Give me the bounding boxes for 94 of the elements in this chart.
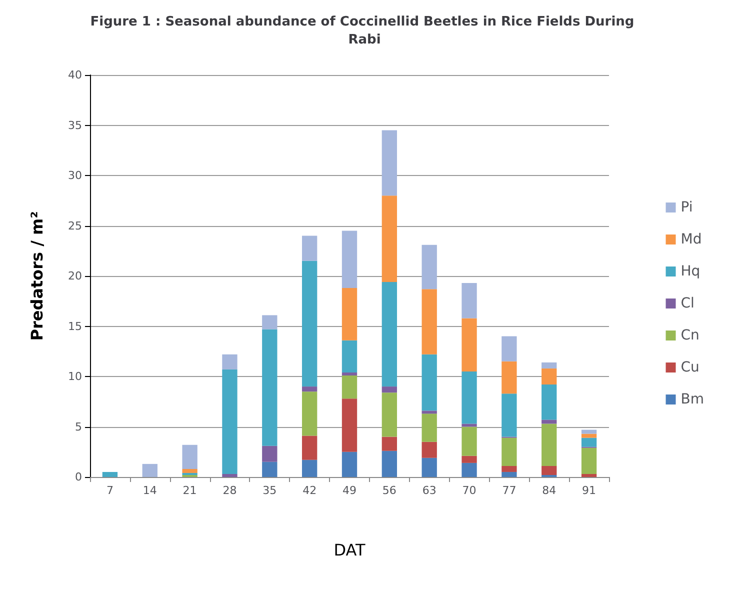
bar bbox=[462, 283, 477, 318]
legend-label: Pi bbox=[680, 200, 693, 216]
y-tick-label: 40 bbox=[68, 68, 82, 82]
x-tick-label: 14 bbox=[142, 484, 157, 497]
bar bbox=[262, 462, 278, 477]
bar bbox=[542, 384, 557, 420]
bar bbox=[342, 230, 358, 288]
bar bbox=[542, 362, 557, 368]
bar bbox=[502, 466, 517, 472]
x-tick-label: 84 bbox=[542, 484, 556, 497]
bar bbox=[262, 315, 278, 330]
legend-label: Cl bbox=[680, 296, 694, 312]
bar bbox=[422, 354, 437, 411]
x-tick-label: 56 bbox=[382, 484, 396, 497]
bar bbox=[502, 438, 517, 466]
bar bbox=[222, 354, 238, 370]
bar bbox=[542, 466, 557, 475]
bar bbox=[462, 424, 477, 427]
bar bbox=[542, 420, 557, 424]
bar bbox=[302, 436, 318, 460]
legend-label: Bm bbox=[680, 392, 704, 408]
bar bbox=[422, 458, 437, 477]
y-tick-label: 0 bbox=[75, 470, 82, 484]
chart-title: Figure 1 : Seasonal abundance of Coccinellid Beetles in Rice Fields During Rabi bbox=[90, 14, 639, 48]
y-tick-label: 10 bbox=[68, 370, 82, 383]
y-tick-label: 30 bbox=[68, 169, 82, 182]
x-tick-label: 63 bbox=[422, 484, 436, 497]
bar bbox=[422, 289, 437, 354]
bar bbox=[382, 130, 398, 196]
bar bbox=[502, 472, 517, 477]
bar bbox=[462, 426, 477, 456]
x-tick-label: 28 bbox=[222, 484, 237, 497]
bar bbox=[342, 398, 358, 452]
bar bbox=[222, 369, 238, 474]
bar bbox=[102, 472, 118, 477]
legend-label: Md bbox=[680, 232, 702, 248]
bar bbox=[262, 329, 278, 446]
bar bbox=[342, 340, 358, 372]
legend-label: Cn bbox=[680, 328, 700, 344]
bar bbox=[502, 336, 517, 362]
y-axis-title: Predators / m² bbox=[28, 211, 46, 341]
bar bbox=[382, 436, 398, 451]
bar bbox=[302, 236, 318, 261]
bar bbox=[182, 444, 198, 469]
bar bbox=[222, 474, 238, 477]
bar bbox=[422, 442, 437, 458]
x-axis-title: DAT bbox=[334, 540, 366, 560]
bar bbox=[542, 424, 557, 466]
bar bbox=[382, 392, 398, 437]
bar bbox=[502, 361, 517, 394]
bar bbox=[422, 244, 437, 290]
x-tick-label: 35 bbox=[262, 484, 277, 497]
bar bbox=[342, 288, 358, 340]
bar bbox=[302, 392, 318, 436]
bar bbox=[382, 282, 398, 387]
bar bbox=[422, 414, 437, 442]
bar bbox=[342, 372, 358, 376]
bar bbox=[462, 456, 477, 463]
bar bbox=[342, 375, 358, 399]
bar bbox=[462, 462, 477, 477]
bar bbox=[262, 446, 278, 462]
bar bbox=[502, 394, 517, 437]
bar bbox=[302, 260, 318, 387]
x-tick-label: 77 bbox=[502, 484, 516, 497]
bar bbox=[302, 460, 318, 477]
x-tick-label: 91 bbox=[582, 484, 596, 497]
y-tick-label: 15 bbox=[68, 320, 82, 333]
y-tick-label: 20 bbox=[68, 270, 82, 282]
bar bbox=[581, 438, 597, 447]
bar bbox=[422, 410, 437, 414]
bar bbox=[382, 196, 398, 282]
bar bbox=[302, 386, 318, 392]
x-tick-label: 70 bbox=[462, 484, 476, 497]
x-tick-label: 49 bbox=[342, 484, 356, 497]
bar bbox=[462, 371, 477, 424]
x-tick-label: 42 bbox=[302, 484, 317, 497]
x-tick-label: 21 bbox=[182, 484, 197, 497]
bar bbox=[581, 474, 597, 477]
legend-label: Cu bbox=[680, 360, 700, 376]
bar bbox=[462, 318, 477, 372]
bar bbox=[182, 468, 198, 473]
x-tick-label: 7 bbox=[106, 484, 114, 497]
bar bbox=[581, 434, 597, 438]
bar bbox=[382, 450, 398, 477]
legend-label: Hq bbox=[680, 264, 700, 280]
bar bbox=[342, 452, 358, 477]
bar bbox=[581, 430, 597, 434]
bar bbox=[542, 368, 557, 385]
y-tick-label: 35 bbox=[68, 118, 82, 132]
bar bbox=[581, 448, 597, 474]
bar bbox=[142, 464, 158, 477]
y-tick-label: 25 bbox=[68, 219, 82, 232]
y-tick-label: 5 bbox=[75, 420, 82, 434]
bar bbox=[382, 386, 398, 393]
